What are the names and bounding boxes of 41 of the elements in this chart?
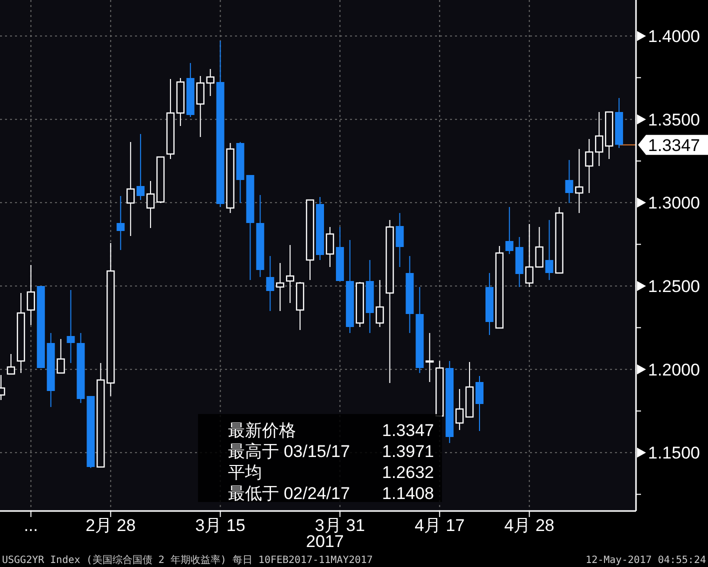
text: 12-May-2017 04:55:24 (586, 555, 706, 566)
candlestick (545, 220, 554, 280)
candlestick (455, 388, 464, 430)
text: USGG2YR Index (美国综合国债 2 年期收益率) 每日 10FEB2017-11MAY2017 (2, 554, 373, 566)
candlestick (266, 256, 274, 312)
y-tick-label: 1.2000 (648, 360, 700, 380)
text: 最新价格 1.3347 (228, 421, 434, 440)
candlestick (146, 180, 155, 228)
candlestick (136, 134, 145, 200)
candlestick (376, 280, 384, 328)
candlestick (26, 264, 36, 326)
candlestick (56, 338, 65, 374)
x-tick-label: 2月 28 (86, 516, 136, 535)
candlestick (505, 206, 514, 254)
x-tick-label: 3月 31 (314, 516, 365, 535)
candlestick (66, 290, 75, 364)
candlestick (286, 244, 294, 304)
ref-line-label: 1.3347 (648, 136, 700, 155)
x-tick-label: 4月 17 (414, 516, 465, 535)
text: 2017 (306, 532, 344, 551)
y-tick-label: 1.3000 (648, 194, 700, 213)
candlestick (575, 148, 584, 214)
candlestick (565, 160, 574, 204)
text: 最低于 02/24/17 1.1408 (228, 484, 434, 503)
candlestick (396, 212, 404, 268)
candlestick (426, 332, 434, 382)
text: 平均 1.2632 (228, 463, 434, 482)
x-tick-label: 4月 28 (504, 516, 554, 535)
candlestick (326, 226, 334, 268)
y-tick-label: 1.2500 (648, 277, 700, 296)
y-tick-label: 1.3500 (648, 110, 700, 130)
y-tick-label: 1.1500 (648, 444, 700, 463)
candlestick (475, 376, 484, 432)
y-tick-label: 1.4000 (648, 27, 700, 46)
x-tick-label: ... (24, 516, 38, 535)
candlestick (276, 262, 284, 312)
text: 最高于 03/15/17 1.3971 (228, 442, 434, 461)
candlestick (116, 196, 125, 250)
x-tick-label: 3月 15 (195, 516, 246, 535)
candlestick (6, 354, 16, 375)
candlestick (126, 142, 135, 236)
